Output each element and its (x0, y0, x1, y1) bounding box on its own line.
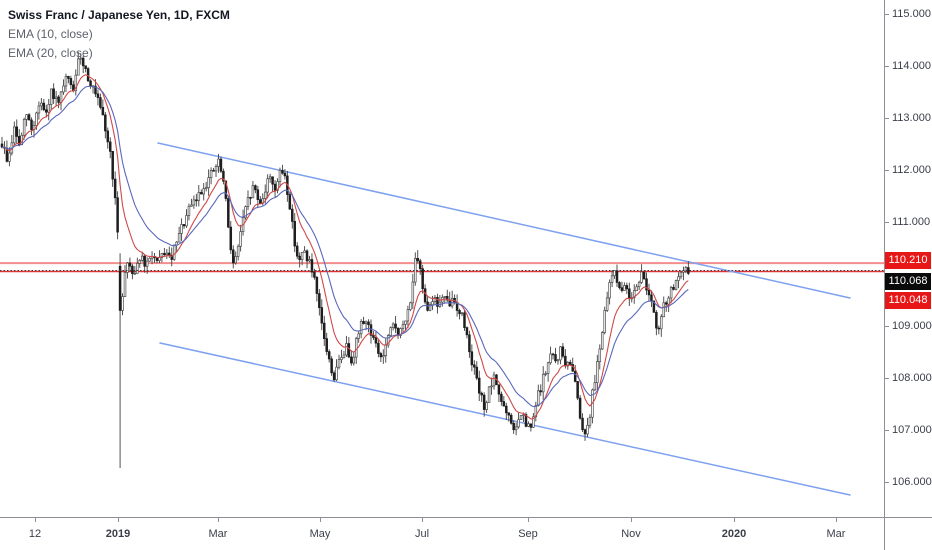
time-tick-label-2020: 2020 (721, 528, 747, 540)
price-tick-label: 107.000 (892, 424, 932, 436)
time-tick-dash (734, 518, 735, 522)
price-tick-dash (884, 222, 889, 223)
time-tick-dash (631, 518, 632, 522)
time-tick-dash (836, 518, 837, 522)
price-badge-110.068: 110.068 (885, 272, 931, 290)
time-tick-dash (320, 518, 321, 522)
price-tick-dash (884, 170, 889, 171)
time-tick-label-Mar: Mar (208, 528, 228, 540)
time-tick-label-Mar: Mar (826, 528, 846, 540)
price-tick-dash (884, 430, 889, 431)
time-tick-label-May: May (309, 528, 331, 540)
time-tick-label-Jul: Jul (414, 528, 430, 540)
price-axis-border (884, 0, 885, 550)
indicator-label-ema20[interactable]: EMA (20, close) (8, 46, 93, 60)
price-tick-label: 113.000 (892, 112, 931, 124)
symbol-title[interactable]: Swiss Franc / Japanese Yen, 1D, FXCM (8, 8, 230, 22)
price-axis[interactable]: 115.000 114.000 113.000 112.000 111.000 109.0… (884, 0, 932, 517)
price-tick-label: 106.000 (892, 476, 932, 488)
price-tick-label: 115.000 (892, 8, 931, 20)
price-tick-dash (884, 326, 889, 327)
ema-10-line[interactable] (1, 74, 689, 420)
price-tick-label: 111.000 (892, 216, 931, 228)
price-tick-label: 108.000 (892, 372, 932, 384)
time-axis-border (0, 517, 932, 518)
indicator-label-ema10[interactable]: EMA (10, close) (8, 27, 93, 41)
time-tick-label-2019: 2019 (105, 528, 131, 540)
price-tick-label: 112.000 (892, 164, 931, 176)
price-badge-110.048: 110.048 (885, 291, 931, 309)
time-tick-dash (35, 518, 36, 522)
time-tick-dash (118, 518, 119, 522)
time-tick-label-Sep: Sep (518, 528, 538, 540)
trend-channel-lower-line[interactable] (159, 342, 851, 496)
price-tick-dash (884, 482, 889, 483)
candlestick-series (0, 51, 690, 468)
time-tick-dash (218, 518, 219, 522)
price-tick-dash (884, 378, 889, 379)
time-tick-label-Nov: Nov (621, 528, 641, 540)
price-tick-label: 114.000 (892, 60, 931, 72)
time-axis[interactable]: 12 2019 Mar May Jul Sep Nov 2020 Mar (0, 518, 884, 550)
price-tick-dash (884, 66, 889, 67)
time-tick-label-12: 12 (28, 528, 42, 540)
time-tick-dash (528, 518, 529, 522)
trend-channel-upper-line[interactable] (157, 142, 851, 299)
ema-20-line[interactable] (1, 85, 689, 408)
time-tick-dash (422, 518, 423, 522)
price-tick-dash (884, 118, 889, 119)
price-tick-dash (884, 14, 889, 15)
chart-legend: Swiss Franc / Japanese Yen, 1D, FXCM EMA… (8, 6, 230, 63)
price-tick-label: 109.000 (892, 320, 932, 332)
price-badge-110.210: 110.210 (885, 251, 931, 269)
